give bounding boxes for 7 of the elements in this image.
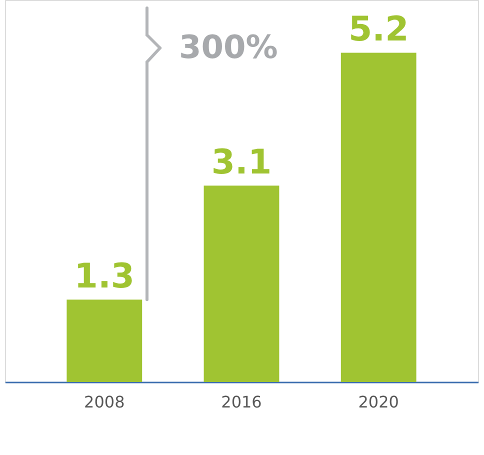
x-tick-label: 2008 xyxy=(84,392,125,412)
data-label: 5.2 xyxy=(348,10,409,50)
annotation: 300% xyxy=(179,28,278,66)
x-tick-label: 2016 xyxy=(221,392,262,412)
data-label: 3.1 xyxy=(211,142,272,183)
data-label: 1.3 xyxy=(74,256,135,297)
x-tick-label: 2020 xyxy=(358,392,399,412)
